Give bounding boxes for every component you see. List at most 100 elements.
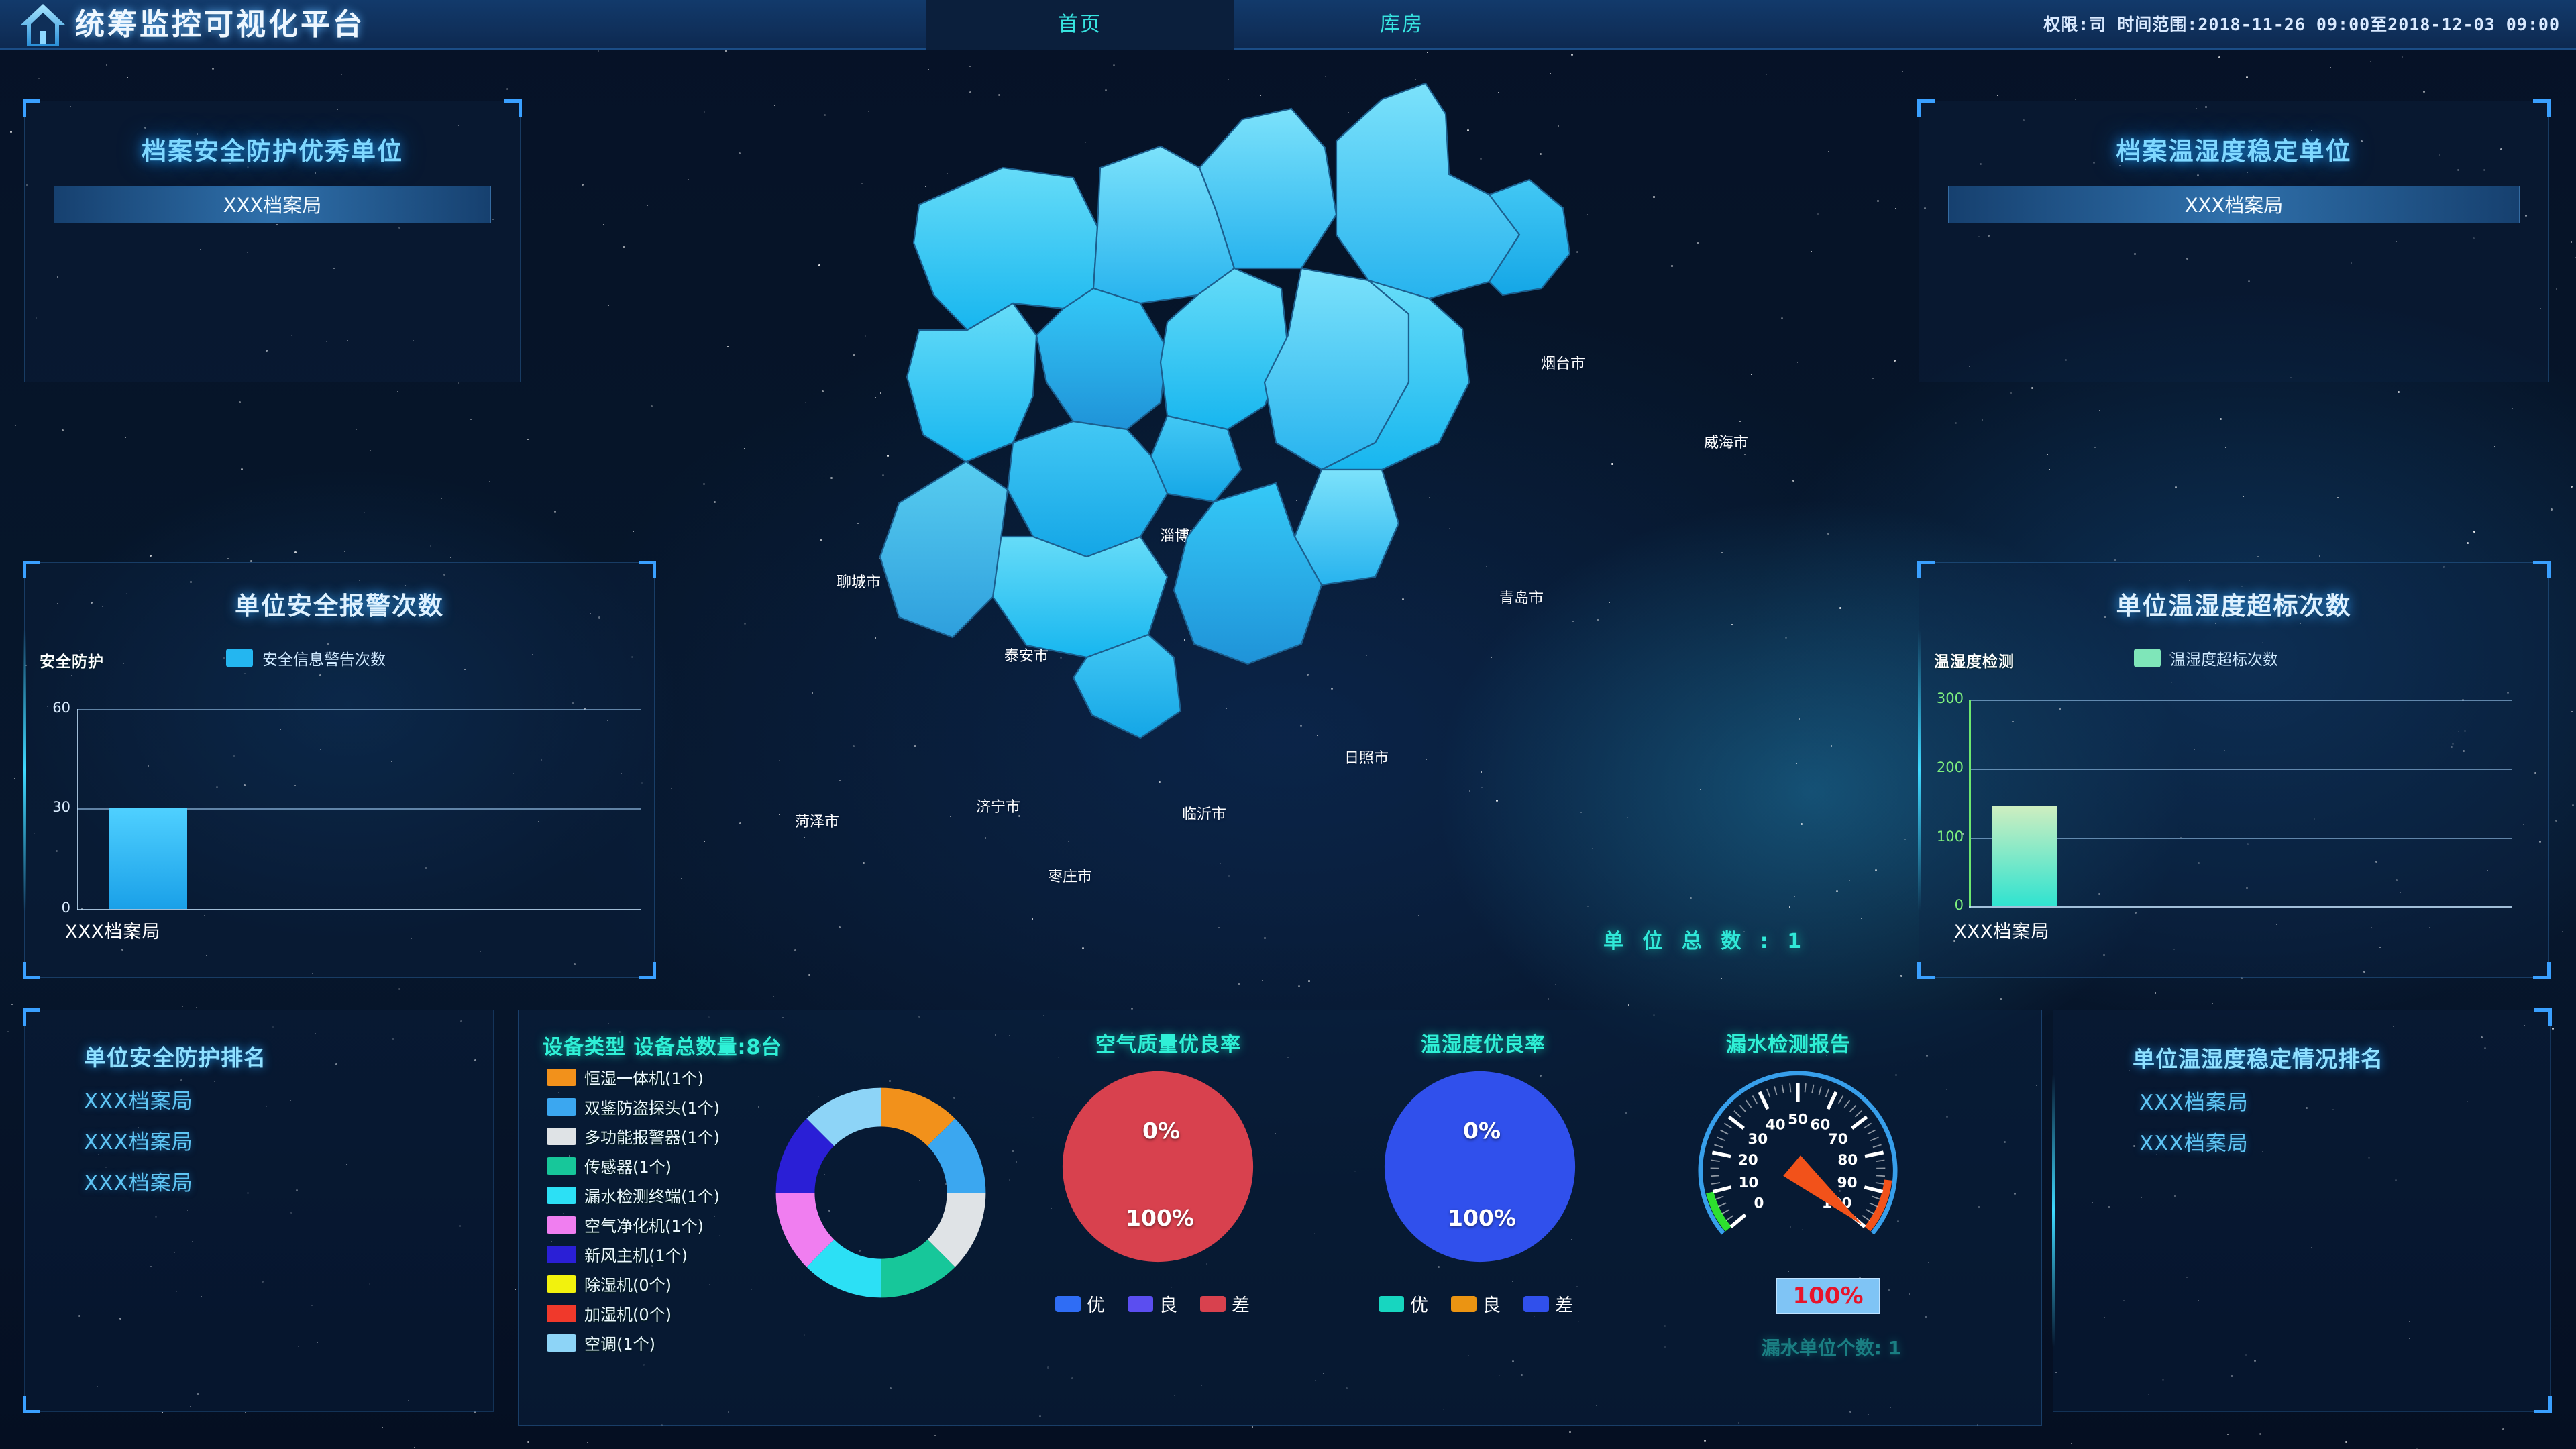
device-legend-item[interactable]: 双鉴防盗探头(1个) [547,1095,720,1118]
map-label-15: 临沂市 [1181,806,1227,823]
bar-security-alarm[interactable] [109,808,187,909]
home-icon [20,4,66,46]
device-type-legend[interactable]: 恒湿一体机(1个) 双鉴防盗探头(1个) 多功能报警器(1个) 传感器(1个) … [547,1065,720,1360]
donut-slice[interactable] [881,1087,955,1146]
gauge-tick-label: 80 [1837,1152,1858,1169]
gauge-tick [1849,1104,1857,1112]
panel-title: 档案温湿度稳定单位 [2116,137,2352,166]
device-legend-label: 加湿机(0个) [584,1305,672,1324]
chart-axis-name: 安全防护 [40,653,104,671]
plot-area: 300 200 100 0 [1937,690,2512,913]
device-legend-label: 双鉴防盗探头(1个) [584,1099,720,1118]
temp-humidity-value-bottom: 100% [1448,1205,1516,1231]
pie-legend-item[interactable]: 良 [1128,1291,1177,1317]
pie-legend-label: 优 [1410,1295,1428,1316]
excellent-unit-item[interactable]: XXX档案局 [54,186,491,223]
chart-legend[interactable]: 安全信息警告次数 [226,647,386,669]
gauge-tick-label: 10 [1738,1175,1758,1191]
device-legend-item[interactable]: 传感器(1个) [547,1154,720,1177]
pie-legend-item[interactable]: 优 [1055,1291,1105,1317]
ranking-item[interactable]: XXX档案局 [2139,1091,2249,1115]
map-label-14: 济宁市 [975,799,1021,816]
corner-decoration [23,561,40,578]
device-legend-item[interactable]: 多功能报警器(1个) [547,1124,720,1148]
map-label-9: 青岛市 [1499,590,1544,607]
pie-legend-item[interactable]: 优 [1379,1291,1428,1317]
gauge-tick-label: 90 [1837,1175,1858,1191]
pie-legend-item[interactable]: 差 [1200,1291,1250,1317]
map-label-4: 威海市 [1703,435,1749,451]
y-axis [1969,700,1971,908]
device-legend-label: 空调(1个) [584,1335,655,1354]
device-legend-label: 传感器(1个) [584,1158,672,1177]
device-legend-item[interactable]: 空调(1个) [547,1331,720,1354]
gauge-tick [1851,1115,1868,1130]
ranking-item[interactable]: XXX档案局 [84,1130,193,1155]
corner-decoration [2533,561,2551,578]
pie-legend-label: 良 [1159,1295,1177,1316]
gauge-tick [1745,1099,1752,1108]
tab-home[interactable]: 首页 [926,0,1234,50]
corner-decoration [639,561,656,578]
stable-unit-item[interactable]: XXX档案局 [1948,186,2520,223]
device-legend-item[interactable]: 恒湿一体机(1个) [547,1065,720,1089]
corner-decoration [2533,962,2551,979]
device-legend-item[interactable]: 除湿机(0个) [547,1272,720,1295]
air-quality-pie-chart[interactable] [1061,1069,1255,1264]
device-legend-swatch [547,1304,576,1322]
gauge-green-zone [1706,1191,1731,1232]
ranking-item[interactable]: XXX档案局 [2139,1132,2249,1156]
map-label-2: 烟台市 [1540,356,1586,372]
pie-legend-item[interactable]: 良 [1451,1291,1501,1317]
gauge-tick-label: 60 [1810,1116,1830,1133]
bar-temp-humidity-exceed[interactable] [1992,806,2057,906]
tab-warehouse[interactable]: 库房 [1380,13,1424,36]
device-legend-swatch [547,1068,576,1086]
donut-slice[interactable] [775,1193,835,1267]
air-quality-legend[interactable]: 优 良 差 [1055,1291,1250,1317]
device-legend-swatch [547,1334,576,1352]
temp-humidity-value-top: 0% [1463,1118,1501,1144]
device-legend-item[interactable]: 加湿机(0个) [547,1301,720,1325]
donut-slice[interactable] [806,1087,881,1146]
panel-stable-temp-humidity-unit: 档案温湿度稳定单位 XXX档案局 [1917,99,2551,382]
corner-decoration [23,962,40,979]
shandong-map[interactable] [698,67,1744,973]
device-types-donut-chart[interactable] [767,1079,995,1307]
temp-humidity-legend[interactable]: 优 良 差 [1379,1291,1573,1317]
device-legend-label: 恒湿一体机(1个) [584,1069,704,1088]
legend-label: 安全信息警告次数 [262,651,386,669]
y-tick-30: 30 [52,799,70,815]
temp-humidity-rate-title: 温湿度优良率 [1421,1033,1546,1057]
pie-legend-label: 差 [1232,1295,1250,1316]
unit-total-label: 单 位 总 数 : 1 [1603,930,1808,953]
gauge-tick [1866,1209,1874,1215]
device-legend-item[interactable]: 空气净化机(1个) [547,1213,720,1236]
chart-temp-humidity-exceed-count: 单位温湿度超标次数 温湿度检测 温湿度超标次数 300 200 100 0 XX… [1917,561,2551,979]
gauge-tick [1752,1095,1758,1104]
device-legend-swatch [547,1245,576,1263]
gauge-tick [1875,1182,1885,1185]
app-header: 统筹监控可视化平台 首页 库房 权限:司 时间范围:2018-11-26 09:… [0,0,2576,50]
device-legend-label: 空气净化机(1个) [584,1217,704,1236]
chart-legend[interactable]: 温湿度超标次数 [2134,647,2278,669]
donut-slice[interactable] [881,1239,955,1298]
map-label-13: 菏泽市 [794,814,840,830]
gauge-tick-label: 70 [1828,1131,1848,1148]
device-legend-item[interactable]: 漏水检测终端(1个) [547,1183,720,1207]
ranking-item[interactable]: XXX档案局 [84,1171,193,1195]
donut-slice[interactable] [806,1239,881,1298]
edge-glow [23,629,26,912]
gauge-tick [1872,1195,1881,1200]
gauge-value-box: 100% [1776,1278,1880,1314]
gauge-tick [1854,1110,1862,1118]
device-legend-item[interactable]: 新风主机(1个) [547,1242,720,1266]
donut-slice[interactable] [927,1118,986,1193]
pie-legend-item[interactable]: 差 [1523,1291,1573,1317]
temp-humidity-pie-chart[interactable] [1383,1069,1577,1264]
gauge-tick-label: 20 [1738,1152,1758,1169]
donut-slice[interactable] [927,1193,986,1267]
ranking-item[interactable]: XXX档案局 [84,1089,193,1114]
donut-slice[interactable] [775,1118,835,1193]
